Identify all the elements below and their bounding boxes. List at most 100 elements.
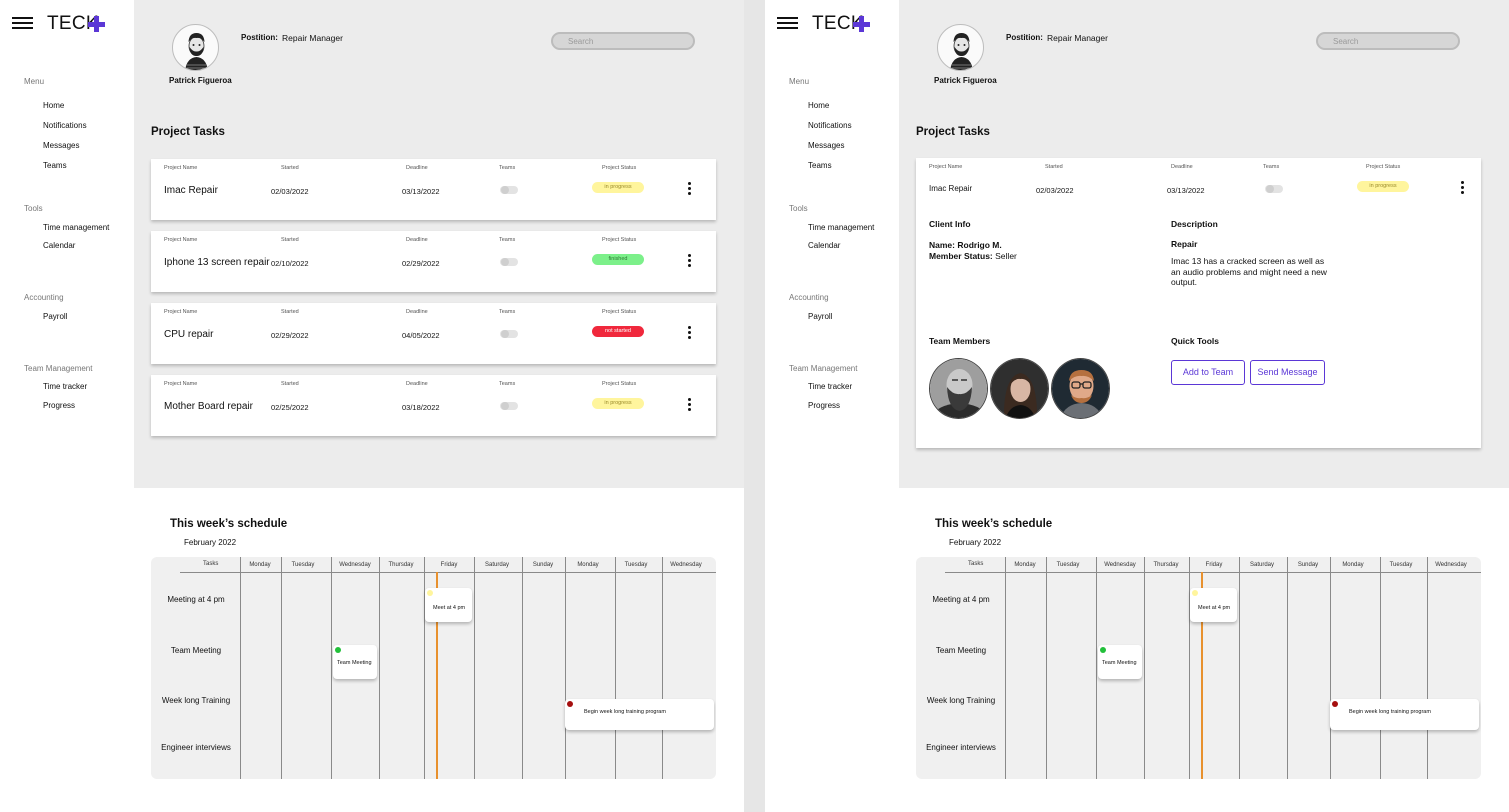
gantt-event[interactable]: Begin week long training program [1330,699,1479,730]
plus-logo-icon [88,16,105,32]
event-label: Team Meeting [1102,660,1137,666]
sidebar: TECK Menu Home Notifications Messages Te… [765,0,899,812]
sidebar-section-tools: Tools [789,204,808,213]
gantt-grid-line [1330,557,1331,779]
gantt-grid-line [1046,557,1047,779]
gantt-tasks-header: Tasks [968,561,984,567]
gantt-event[interactable]: Team Meeting [1098,645,1142,679]
gantt-task-label: Team Meeting [170,646,222,655]
task-card[interactable]: Project Name Started Deadline Teams Proj… [151,159,716,220]
sidebar-item-progress[interactable]: Progress [808,401,841,410]
sidebar-item-calendar[interactable]: Calendar [808,241,841,250]
event-label: Meet at 4 pm [433,605,466,611]
gantt-event[interactable]: Begin week long training program [565,699,714,730]
position-value: Repair Manager [282,33,343,43]
hamburger-menu-icon[interactable] [12,17,33,29]
gantt-grid-line [1005,557,1006,779]
search-input[interactable] [1316,32,1460,50]
sidebar-item-payroll[interactable]: Payroll [43,312,68,321]
gantt-task-label: Team Meeting [935,646,987,655]
started-date: 02/03/2022 [1036,186,1074,195]
avatar[interactable] [172,24,219,71]
teams-toggle[interactable] [500,186,518,194]
gantt-task-label: Week long Training [161,696,231,705]
description-title: Description [1171,219,1218,229]
description-text: Imac 13 has a cracked screen as well as … [1171,256,1327,287]
add-to-team-button[interactable]: Add to Team [1171,360,1245,385]
sidebar-item-notifications[interactable]: Notifications [808,121,852,130]
position-label: Postition: [1006,33,1043,42]
teams-toggle[interactable] [1265,185,1283,193]
column-header-project-name: Project Name [164,237,198,243]
team-member-avatar[interactable] [929,358,988,419]
deadline-date: 02/29/2022 [402,259,440,268]
event-dot-icon [567,701,573,707]
sidebar-item-notifications[interactable]: Notifications [43,121,87,130]
column-header-started: Started [281,381,299,387]
avatar[interactable] [937,24,984,71]
gantt-header-divider [180,572,716,573]
user-portrait-icon [185,33,208,70]
sidebar-item-calendar[interactable]: Calendar [43,241,76,250]
more-options-icon[interactable] [686,398,692,412]
task-card[interactable]: Project Name Started Deadline Teams Proj… [151,303,716,364]
column-header-project-status: Project Status [602,309,637,315]
gantt-day-label: Tuesday [291,562,315,568]
teams-toggle[interactable] [500,258,518,266]
sidebar-item-teams[interactable]: Teams [43,161,67,170]
schedule-month: February 2022 [184,538,237,547]
column-header-deadline: Deadline [406,165,428,171]
gantt-event[interactable]: Meet at 4 pm [1190,588,1237,622]
gantt-event[interactable]: Team Meeting [333,645,377,679]
more-options-icon[interactable] [686,254,692,268]
gantt-day-label: Thursday [388,562,414,568]
sidebar-item-messages[interactable]: Messages [43,141,80,150]
status-badge: finished [592,254,644,265]
team-member-avatar[interactable] [1051,358,1110,419]
sidebar-item-time-management[interactable]: Time management [808,223,875,232]
sidebar-item-time-tracker[interactable]: Time tracker [43,382,88,391]
task-card[interactable]: Project Name Started Deadline Teams Proj… [151,231,716,292]
team-member-avatar[interactable] [990,358,1049,419]
sidebar-item-home[interactable]: Home [808,101,830,110]
task-detail-card[interactable]: Project Name Started Deadline Teams Proj… [916,158,1481,448]
gantt-tasks-header: Tasks [203,561,219,567]
hamburger-menu-icon[interactable] [777,17,798,29]
project-name: Imac Repair [929,184,973,193]
screen-project-detail: TECK Menu Home Notifications Messages Te… [765,0,1509,812]
more-options-icon[interactable] [686,326,692,340]
gantt-grid-line [615,557,616,779]
gantt-day-label: Wednesday [1104,562,1136,568]
page-title: Project Tasks [916,126,990,138]
send-message-button[interactable]: Send Message [1250,360,1325,385]
teams-toggle[interactable] [500,330,518,338]
task-card[interactable]: Project Name Started Deadline Teams Proj… [151,375,716,436]
gantt-grid-line [1239,557,1240,779]
sidebar-item-teams[interactable]: Teams [808,161,832,170]
gantt-grid-line [474,557,475,779]
gantt-day-label: Tuesday [1389,562,1413,568]
gantt-day-label: Tuesday [1056,562,1080,568]
sidebar-item-time-tracker[interactable]: Time tracker [808,382,853,391]
gantt-grid-line [240,557,241,779]
sidebar-item-progress[interactable]: Progress [43,401,76,410]
teams-toggle[interactable] [500,402,518,410]
sidebar-item-time-management[interactable]: Time management [43,223,110,232]
search-input[interactable] [551,32,695,50]
more-options-icon[interactable] [686,182,692,196]
sidebar: TECK Menu Home Notifications Messages Te… [0,0,134,812]
started-date: 02/03/2022 [271,187,309,196]
status-badge: in progress [1357,181,1409,192]
sidebar-item-payroll[interactable]: Payroll [808,312,833,321]
woman-photo-icon [991,359,1048,418]
gantt-day-label: Tuesday [624,562,648,568]
sidebar-item-messages[interactable]: Messages [808,141,845,150]
more-options-icon[interactable] [1459,181,1465,195]
started-date: 02/10/2022 [271,259,309,268]
gantt-grid-line [1287,557,1288,779]
screen-project-list: TECK Menu Home Notifications Messages Te… [0,0,744,812]
gantt-grid-line [1189,557,1190,779]
gantt-event[interactable]: Meet at 4 pm [425,588,472,622]
column-header-deadline: Deadline [1171,164,1193,170]
sidebar-item-home[interactable]: Home [43,101,65,110]
